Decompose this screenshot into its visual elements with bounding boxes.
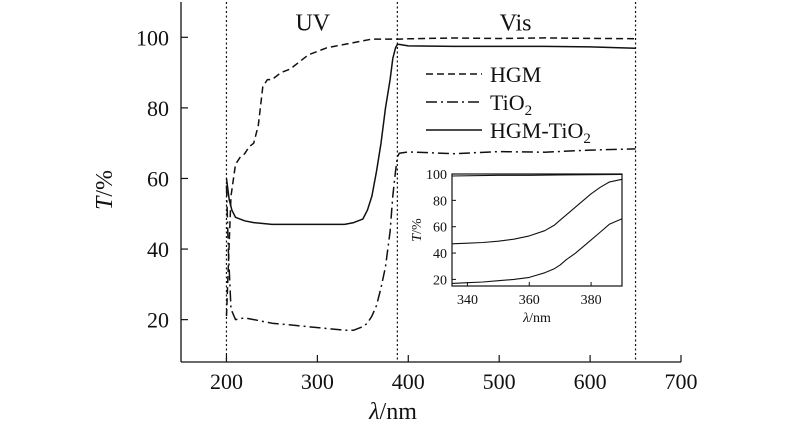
series-line-tio2 [225, 148, 636, 331]
legend-label: TiO2 [490, 90, 532, 119]
inset-frame [451, 173, 623, 287]
legend-label: HGM [490, 62, 541, 87]
inset-y-tick-label: 20 [433, 273, 447, 288]
y-tick-label: 80 [147, 96, 169, 121]
inset-x-axis-title: λ/nm [522, 311, 551, 326]
inset-series-line-hgm [451, 173, 623, 177]
legend-label: HGM-TiO2 [490, 118, 591, 147]
inset-y-tick-label: 60 [433, 221, 447, 236]
inset-x-tick-label: 340 [457, 293, 478, 308]
x-tick-label: 300 [301, 369, 334, 394]
inset-series-line-hgm-tio2 [451, 178, 623, 245]
x-tick-label: 500 [483, 369, 516, 394]
y-tick-label: 60 [147, 166, 169, 191]
region-label: Vis [500, 11, 532, 37]
inset-y-axis-title: T/% [410, 218, 425, 242]
inset-y-tick-label: 40 [433, 247, 447, 262]
y-tick-label: 40 [147, 237, 169, 262]
x-axis-title: λ/nm [368, 399, 417, 425]
y-axis-title: T/% [92, 170, 118, 210]
inset-x-tick-label: 360 [519, 293, 540, 308]
inset-y-tick-label: 100 [426, 168, 447, 183]
x-tick-label: 600 [574, 369, 607, 394]
y-tick-label: 20 [147, 308, 169, 333]
inset-y-tick-label: 80 [433, 194, 447, 209]
region-label: UV [295, 11, 330, 37]
series-line-hgm [225, 37, 636, 317]
y-tick-label: 100 [136, 25, 169, 50]
x-tick-label: 700 [665, 369, 698, 394]
x-tick-label: 200 [210, 369, 243, 394]
x-tick-label: 400 [392, 369, 425, 394]
inset-x-tick-label: 380 [581, 293, 602, 308]
inset-series-line-tio2 [451, 218, 623, 284]
series-line-hgm-tio2 [225, 43, 636, 226]
